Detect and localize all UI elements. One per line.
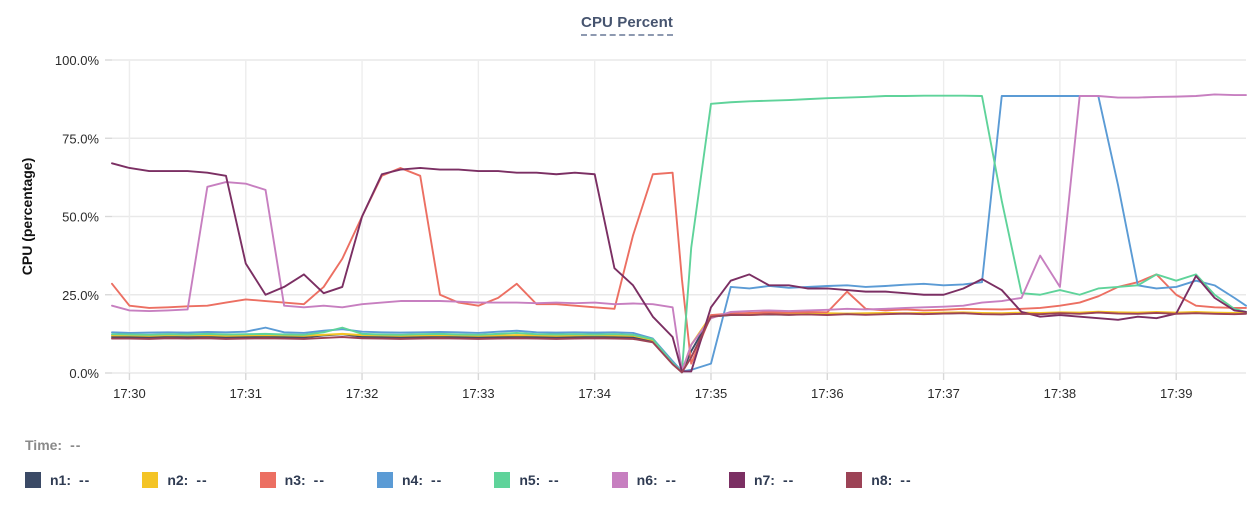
legend-swatch-n6 <box>611 472 628 488</box>
legend-label-n4: n4: <box>401 472 423 488</box>
legend-item-n2[interactable]: n2: -- <box>142 472 207 488</box>
x-tick-label: 17:34 <box>578 386 611 401</box>
legend-value-n8: -- <box>900 472 912 488</box>
legend-value-n5: -- <box>548 472 560 488</box>
chart-legend: Time: -- n1: -- n2: -- n3: -- n4: -- n5: -- n6: -- n7… <box>0 432 1254 488</box>
x-tick-label: 17:38 <box>1044 386 1077 401</box>
legend-item-n3[interactable]: n3: -- <box>259 472 325 488</box>
x-tick-label: 17:32 <box>346 386 379 401</box>
legend-item-n4[interactable]: n4: -- <box>376 472 443 488</box>
series-line-n3[interactable] <box>111 167 1247 365</box>
legend-value-n1: -- <box>79 472 91 488</box>
page-title: CPU Percent <box>0 14 1254 36</box>
x-tick-label: 17:31 <box>229 386 262 401</box>
y-tick-label: 25.0% <box>62 288 99 303</box>
legend-swatch-n2 <box>142 472 159 488</box>
legend-label-n1: n1: <box>50 472 71 488</box>
legend-item-n5[interactable]: n5: -- <box>494 472 559 488</box>
legend-swatch-n8 <box>846 472 863 488</box>
x-tick-label: 17:35 <box>695 386 728 401</box>
legend-swatch-n7 <box>728 472 745 488</box>
legend-label-n5: n5: <box>519 472 541 488</box>
legend-item-n8[interactable]: n8: -- <box>846 472 911 488</box>
legend-value-n7: -- <box>782 472 795 488</box>
legend-item-n7[interactable]: n7: -- <box>728 472 795 488</box>
legend-item-n6[interactable]: n6: -- <box>611 472 677 488</box>
x-tick-label: 17:30 <box>113 386 146 401</box>
legend-label-n3: n3: <box>284 472 306 488</box>
tooltip-time-label: Time: <box>25 437 63 453</box>
legend-label-n2: n2: <box>167 472 189 488</box>
x-tick-label: 17:37 <box>927 386 960 401</box>
tooltip-time-value: -- <box>70 437 82 453</box>
legend-label-n8: n8: <box>871 472 893 488</box>
legend-value-n2: -- <box>196 472 208 488</box>
legend-value-n6: -- <box>665 472 677 488</box>
legend-value-n3: -- <box>313 472 325 488</box>
y-axis-label: CPU (percentage) <box>19 158 35 275</box>
legend-swatch-n5 <box>494 472 511 488</box>
legend-series-row: n1: -- n2: -- n3: -- n4: -- n5: -- n6: -- n7: -- n8: -- <box>25 472 1254 488</box>
x-tick-label: 17:36 <box>811 386 844 401</box>
legend-label-n6: n6: <box>636 472 658 488</box>
legend-swatch-n1 <box>25 472 41 488</box>
y-tick-label: 75.0% <box>62 131 99 146</box>
x-tick-label: 17:33 <box>462 386 495 401</box>
chart-title-text: CPU Percent <box>581 14 673 36</box>
legend-swatch-n4 <box>376 472 393 488</box>
legend-value-n4: -- <box>430 472 443 488</box>
tooltip-time-row: Time: -- <box>25 432 1254 458</box>
legend-label-n7: n7: <box>753 472 775 488</box>
cpu-percent-line-chart[interactable]: 17:30 17:31 17:32 17:33 17:34 17:35 17:36 17:37… <box>0 0 1254 420</box>
y-tick-label: 100.0% <box>55 53 100 68</box>
chart-plot-area[interactable]: 17:30 17:31 17:32 17:33 17:34 17:35 17:36 17:37… <box>0 0 1254 420</box>
x-tick-label: 17:39 <box>1160 386 1193 401</box>
y-tick-label: 50.0% <box>62 210 99 225</box>
legend-item-n1[interactable]: n1: -- <box>25 472 90 488</box>
legend-swatch-n3 <box>259 472 276 488</box>
y-tick-label: 0.0% <box>69 366 99 381</box>
series-line-n8[interactable] <box>111 311 1247 374</box>
